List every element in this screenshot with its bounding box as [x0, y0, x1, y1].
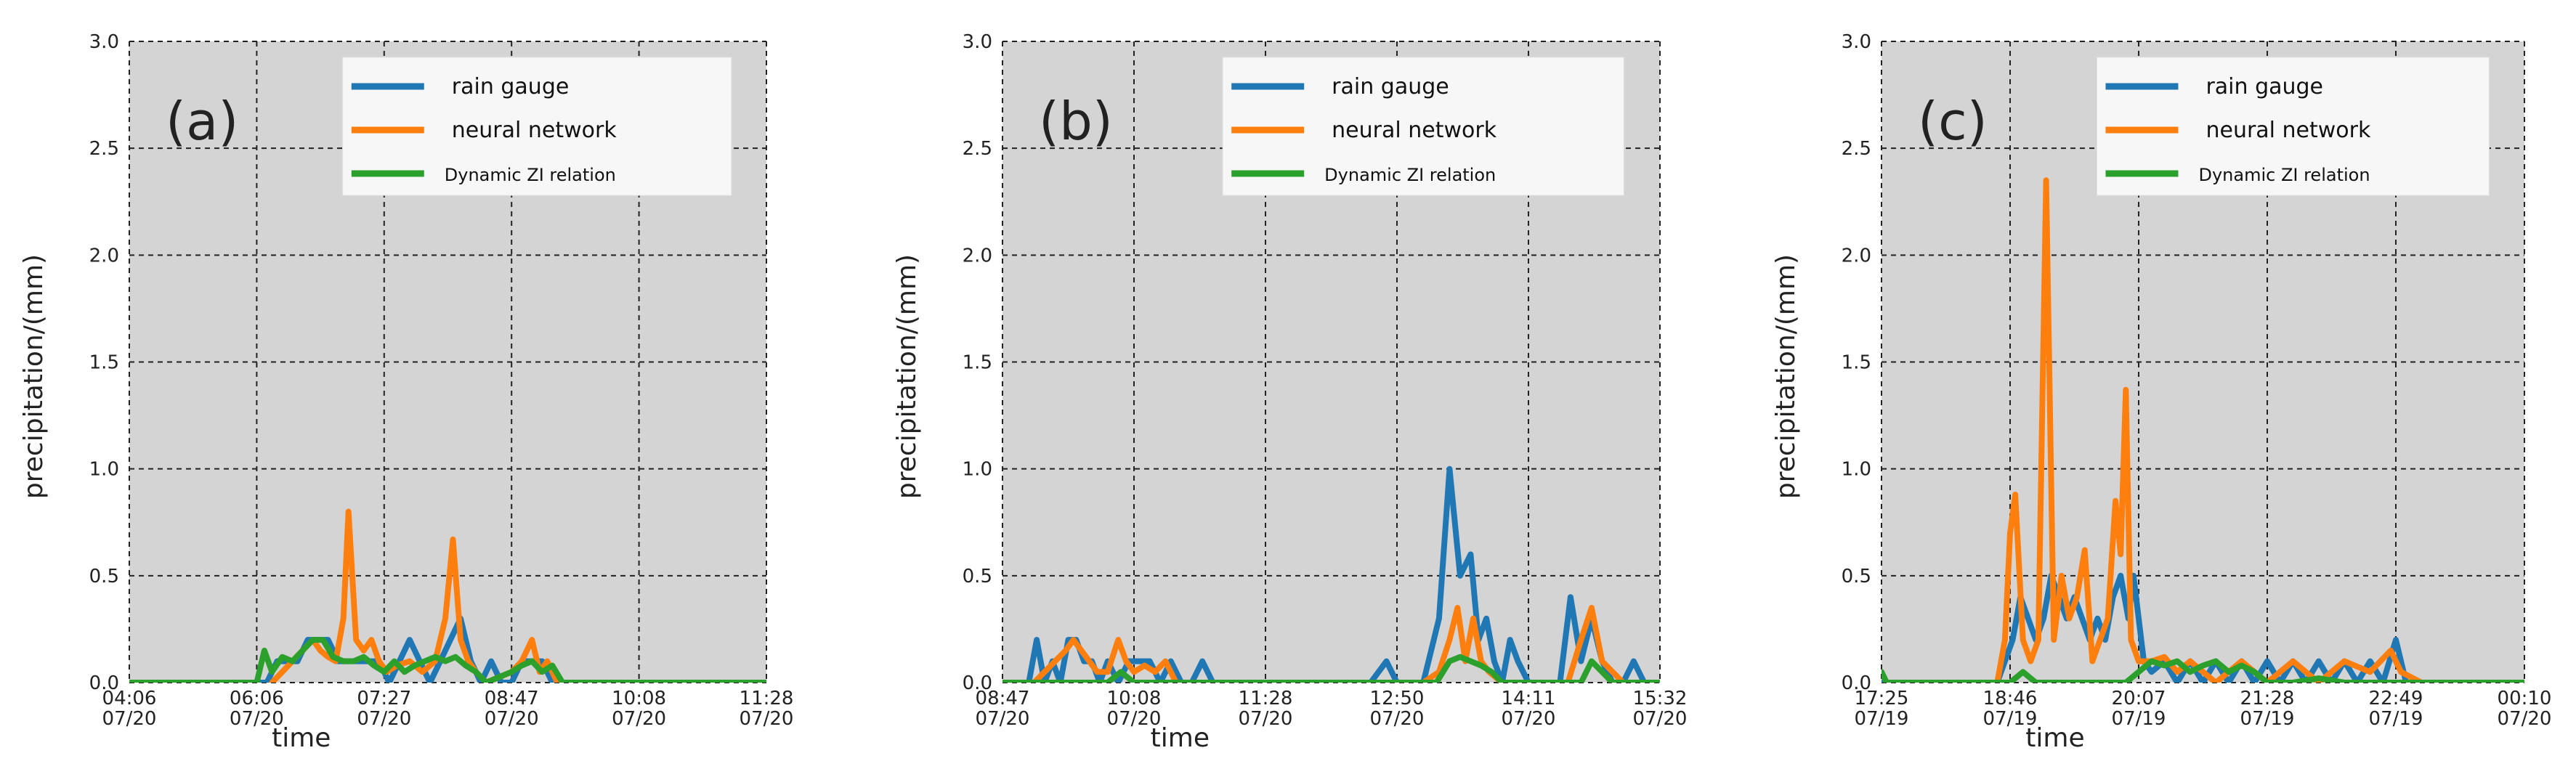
- legend-label: neural network: [452, 118, 617, 143]
- x-tick-label-time: 07:27: [357, 688, 411, 709]
- legend: [1222, 57, 1624, 196]
- y-tick-label: 1.5: [1842, 352, 1871, 374]
- panel-label: (a): [166, 91, 238, 152]
- chart-panel-1: 0.00.51.01.52.02.53.004:0607/2006:0607/2…: [19, 31, 793, 753]
- x-tick-label-time: 14:11: [1502, 688, 1556, 709]
- x-tick-label-date: 07/19: [2240, 708, 2295, 730]
- x-tick-label-date: 07/20: [2498, 708, 2552, 730]
- x-tick-label-time: 11:28: [1239, 688, 1293, 709]
- y-tick-label: 0.5: [1842, 566, 1871, 587]
- y-tick-label: 0.0: [1842, 672, 1871, 694]
- series-line-dynamic-zi-relation: [129, 637, 766, 683]
- legend-label: Dynamic ZI relation: [1324, 165, 1496, 185]
- x-tick-label-date: 07/20: [1502, 708, 1556, 730]
- panel-label: (b): [1039, 91, 1113, 152]
- legend-label: Dynamic ZI relation: [445, 165, 616, 185]
- x-tick-label-time: 12:50: [1370, 688, 1425, 709]
- x-tick-label-time: 06:06: [230, 688, 284, 709]
- y-tick-label: 2.5: [1842, 138, 1871, 160]
- chart-panel-3: 0.00.51.01.52.02.53.017:2507/1918:4607/1…: [1771, 31, 2551, 753]
- y-tick-label: 3.0: [89, 31, 119, 53]
- y-tick-label: 0.5: [963, 566, 992, 587]
- x-tick-label-date: 07/20: [976, 708, 1030, 730]
- x-tick-label-time: 08:47: [485, 688, 539, 709]
- x-tick-label-date: 07/20: [740, 708, 794, 730]
- y-tick-label: 0.0: [89, 672, 119, 694]
- x-tick-label-time: 00:10: [2498, 688, 2552, 709]
- legend-label: rain gauge: [1332, 74, 1449, 99]
- x-tick-label-time: 10:08: [1107, 688, 1162, 709]
- x-tick-label-time: 10:08: [612, 688, 666, 709]
- x-tick-label-date: 07/20: [1107, 708, 1162, 730]
- y-tick-label: 3.0: [1842, 31, 1871, 53]
- y-tick-label: 0.0: [963, 672, 992, 694]
- y-tick-label: 2.5: [963, 138, 992, 160]
- x-tick-label-time: 18:46: [1983, 688, 2038, 709]
- y-tick-label: 2.5: [89, 138, 119, 160]
- series-line-neural-network: [1031, 605, 1627, 683]
- legend-label: rain gauge: [2206, 74, 2323, 99]
- x-tick-label-date: 07/20: [1239, 708, 1293, 730]
- x-tick-label-date: 07/19: [1855, 708, 1909, 730]
- y-axis-label: precipitation/(mm): [1771, 254, 1801, 499]
- y-tick-label: 1.0: [89, 459, 119, 481]
- x-tick-label-date: 07/20: [485, 708, 539, 730]
- x-axis-label: time: [2025, 723, 2084, 753]
- x-tick-label-date: 07/20: [1633, 708, 1688, 730]
- x-tick-label-time: 22:49: [2369, 688, 2423, 709]
- y-tick-label: 2.0: [1842, 245, 1871, 266]
- x-tick-label-date: 07/20: [102, 708, 157, 730]
- series-line-rain-gauge: [1003, 465, 1660, 683]
- x-axis-label: time: [1151, 723, 1210, 753]
- x-tick-label-date: 07/20: [230, 708, 284, 730]
- x-tick-label-time: 17:25: [1855, 688, 1909, 709]
- y-axis-label: precipitation/(mm): [19, 254, 49, 499]
- series-line-neural-network: [1994, 177, 2425, 683]
- x-axis-label: time: [272, 723, 331, 753]
- panel-label: (c): [1918, 91, 1988, 152]
- x-tick-label-date: 07/19: [1983, 708, 2038, 730]
- y-tick-label: 1.0: [1842, 459, 1871, 481]
- series-line-dynamic-zi-relation: [1882, 658, 2524, 683]
- x-tick-label-time: 15:32: [1633, 688, 1688, 709]
- y-axis-label: precipitation/(mm): [892, 254, 922, 499]
- x-tick-label-time: 11:28: [740, 688, 794, 709]
- y-tick-label: 1.5: [963, 352, 992, 374]
- series-line-dynamic-zi-relation: [1003, 654, 1660, 683]
- chart-panel-2: 0.00.51.01.52.02.53.008:4707/2010:0807/2…: [892, 31, 1687, 753]
- legend-label: neural network: [2206, 118, 2371, 143]
- legend-label: Dynamic ZI relation: [2198, 165, 2370, 185]
- legend-label: neural network: [1332, 118, 1497, 143]
- x-tick-label-time: 04:06: [102, 688, 157, 709]
- x-tick-label-time: 21:28: [2240, 688, 2295, 709]
- y-tick-label: 1.5: [89, 352, 119, 374]
- x-tick-label-time: 08:47: [976, 688, 1030, 709]
- x-tick-label-date: 07/20: [612, 708, 666, 730]
- x-tick-label-date: 07/20: [1370, 708, 1425, 730]
- y-tick-label: 0.5: [89, 566, 119, 587]
- x-tick-label-date: 07/20: [357, 708, 411, 730]
- x-tick-label-time: 20:07: [2112, 688, 2166, 709]
- legend-label: rain gauge: [452, 74, 570, 99]
- y-tick-label: 2.0: [89, 245, 119, 266]
- y-tick-label: 2.0: [963, 245, 992, 266]
- x-tick-label-date: 07/19: [2369, 708, 2423, 730]
- y-tick-label: 1.0: [963, 459, 992, 481]
- y-tick-label: 3.0: [963, 31, 992, 53]
- x-tick-label-date: 07/19: [2112, 708, 2166, 730]
